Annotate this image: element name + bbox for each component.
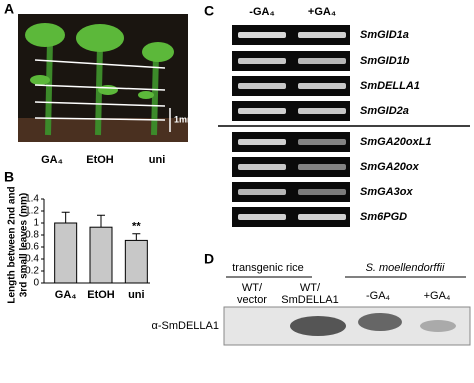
gel-band [238,58,286,64]
gel-band [298,139,346,145]
gel-band [298,214,346,220]
column-label: -GA₄ [249,6,274,18]
gel-band [238,214,286,220]
lane-label: WT/ [300,282,321,294]
error-bar [132,233,141,241]
gel-band [238,83,286,89]
gel [232,51,350,71]
column-label: +GA₄ [308,6,336,18]
y-axis-label: 3rd small leaves (mm) [19,193,30,298]
y-tick-label: 0.8 [25,230,39,241]
gene-label: SmGID1b [360,55,410,67]
error-bar [97,214,105,228]
lane-label: vector [237,294,267,306]
y-tick-label: 0.2 [25,266,39,277]
sample-label: GA₄ [41,154,63,166]
lane-label: -GA₄ [366,290,391,302]
gel-band [298,189,346,195]
y-tick-label: 0.6 [25,242,39,253]
sample-label: EtOH [86,154,114,166]
gels: SmGID1a SmGID1b SmDELLA1 SmGID2a SmGA20oxL1 S… [232,25,432,227]
gel [232,76,350,96]
y-tick-label: 0.4 [25,254,39,265]
gel [232,25,350,45]
blot-band [420,320,456,332]
x-tick-label: EtOH [87,289,115,301]
gene-label: SmDELLA1 [360,80,420,92]
gel-band [238,108,286,114]
lane-label: +GA₄ [424,290,451,302]
bar-chart: 00.20.40.60.811.21.4 GA₄ EtOH uni ** [25,194,150,301]
gel-band [298,83,346,89]
gel-band [238,189,286,195]
scale-label: 1mm [174,114,195,124]
gel-band [298,58,346,64]
y-tick-label: 1 [33,218,39,229]
gel [232,132,350,152]
gel-band [238,32,286,38]
panel-label: B [4,169,14,185]
gene-label: Sm6PGD [360,211,407,223]
error-bar [61,211,70,223]
gel-band [238,139,286,145]
panel-label: D [204,251,214,267]
panel-label: A [4,1,14,17]
gel-band [298,32,346,38]
bar [89,226,113,284]
gene-label: SmGID2a [360,105,409,117]
gene-label: SmGA20oxL1 [360,136,432,148]
sample-label: uni [149,154,166,166]
blot-band [290,316,346,336]
gene-label: SmGA3ox [360,186,413,198]
gel [232,101,350,121]
annotation: ** [132,221,141,233]
x-tick-label: GA₄ [55,289,77,301]
gel [232,157,350,177]
group-label: transgenic rice [232,262,304,274]
y-axis-label: Length between 2nd and [7,186,18,303]
bar [54,222,78,284]
y-tick-label: 1.4 [25,194,39,205]
gel [232,182,350,202]
group-label: S. moellendorffii [366,262,445,274]
panel-label: C [204,3,214,19]
antibody-label: α-SmDELLA1 [152,320,220,332]
soil [18,118,188,142]
x-tick-label: uni [128,289,145,301]
gel-band [238,164,286,170]
measure-lines [34,59,166,121]
gene-label: SmGA20ox [360,161,420,173]
gel-band [298,108,346,114]
y-tick-label: 1.2 [25,206,39,217]
y-tick-label: 0 [33,278,39,289]
lane-label: WT/ [242,282,263,294]
lane-label: SmDELLA1 [281,294,338,306]
gel [232,207,350,227]
blot-band [358,313,402,331]
gel-band [298,164,346,170]
bar [124,239,148,284]
gene-label: SmGID1a [360,29,409,41]
